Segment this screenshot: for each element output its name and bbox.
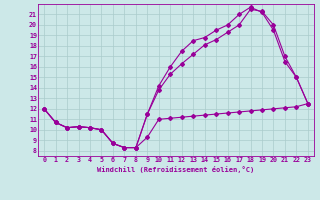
X-axis label: Windchill (Refroidissement éolien,°C): Windchill (Refroidissement éolien,°C) (97, 166, 255, 173)
